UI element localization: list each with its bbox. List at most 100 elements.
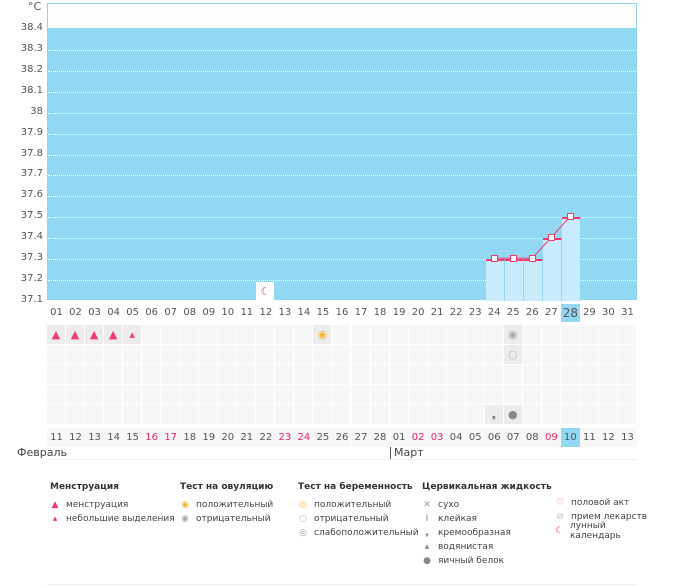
calendar-date[interactable]: 25 <box>313 428 333 447</box>
calendar-cell[interactable] <box>408 365 427 384</box>
calendar-cell[interactable] <box>142 385 161 404</box>
calendar-cell[interactable] <box>47 365 65 384</box>
calendar-cell[interactable] <box>541 345 560 364</box>
calendar-cell[interactable] <box>123 385 142 404</box>
calendar-cell[interactable] <box>199 365 218 384</box>
calendar-cell[interactable] <box>180 385 199 404</box>
calendar-cell[interactable] <box>446 405 465 424</box>
calendar-date[interactable]: 23 <box>275 428 295 447</box>
calendar-cell[interactable] <box>579 405 598 424</box>
calendar-date[interactable]: 18 <box>180 428 200 447</box>
calendar-cell[interactable] <box>484 385 503 404</box>
cycle-day-09[interactable]: 09 <box>202 307 216 318</box>
calendar-cell[interactable] <box>465 325 484 344</box>
calendar-cell[interactable] <box>294 405 313 424</box>
calendar-cell[interactable] <box>522 345 541 364</box>
calendar-date[interactable]: 10 <box>560 428 580 447</box>
calendar-cell[interactable] <box>541 405 560 424</box>
calendar-cell[interactable] <box>161 345 180 364</box>
calendar-cell[interactable] <box>522 365 541 384</box>
cycle-day-02[interactable]: 02 <box>69 307 82 318</box>
calendar-date[interactable]: 11 <box>579 428 599 447</box>
calendar-cell[interactable] <box>332 365 351 384</box>
calendar-date[interactable]: 17 <box>161 428 181 447</box>
cycle-day-21[interactable]: 21 <box>430 307 444 318</box>
cycle-day-20[interactable]: 20 <box>411 307 425 318</box>
calendar-date[interactable]: 20 <box>218 428 238 447</box>
calendar-cell[interactable] <box>85 365 104 384</box>
calendar-cell[interactable] <box>123 345 142 364</box>
calendar-cell[interactable] <box>446 385 465 404</box>
calendar-cell[interactable] <box>560 385 579 404</box>
calendar-date[interactable]: 07 <box>503 428 523 447</box>
calendar-cell[interactable] <box>484 325 503 344</box>
calendar-cell[interactable] <box>199 325 218 344</box>
calendar-cell[interactable] <box>85 385 104 404</box>
cycle-day-08[interactable]: 08 <box>183 307 197 318</box>
cycle-day-29[interactable]: 29 <box>583 307 596 318</box>
calendar-cell[interactable] <box>332 405 351 424</box>
calendar-cell[interactable] <box>579 345 598 364</box>
calendar-date[interactable]: 02 <box>408 428 428 447</box>
calendar-cell[interactable] <box>484 365 503 384</box>
calendar-cell[interactable] <box>313 365 332 384</box>
calendar-cell[interactable] <box>313 345 332 364</box>
calendar-cell[interactable] <box>218 365 237 384</box>
cycle-day-01[interactable]: 01 <box>50 307 63 318</box>
calendar-cell[interactable] <box>389 365 408 384</box>
calendar-date[interactable]: 11 <box>47 428 66 447</box>
calendar-cell[interactable] <box>617 345 636 364</box>
calendar-date[interactable]: 16 <box>142 428 162 447</box>
calendar-cell[interactable] <box>560 345 579 364</box>
calendar-cell[interactable] <box>427 405 446 424</box>
cycle-day-24[interactable]: 24 <box>487 307 501 318</box>
calendar-cell[interactable] <box>47 405 65 424</box>
calendar-cell[interactable] <box>503 385 522 404</box>
calendar-date[interactable]: 15 <box>123 428 143 447</box>
calendar-cell[interactable] <box>617 325 636 344</box>
calendar-cell[interactable] <box>237 345 256 364</box>
calendar-cell[interactable] <box>351 325 370 344</box>
cycle-day-19[interactable]: 19 <box>392 307 406 318</box>
temperature-point[interactable] <box>567 213 575 221</box>
cycle-day-13[interactable]: 13 <box>278 307 292 318</box>
menstruation-icon[interactable]: ▲ <box>66 325 85 344</box>
cycle-day-22[interactable]: 22 <box>449 307 463 318</box>
temperature-point[interactable] <box>491 255 499 263</box>
calendar-cell[interactable] <box>617 385 636 404</box>
calendar-cell[interactable] <box>199 345 218 364</box>
calendar-cell[interactable] <box>522 385 541 404</box>
calendar-cell[interactable] <box>142 345 161 364</box>
calendar-date[interactable]: 14 <box>104 428 124 447</box>
calendar-cell[interactable] <box>598 385 617 404</box>
calendar-cell[interactable] <box>351 365 370 384</box>
cycle-day-06[interactable]: 06 <box>145 307 159 318</box>
calendar-cell[interactable] <box>351 385 370 404</box>
calendar-date[interactable]: 26 <box>332 428 352 447</box>
calendar-cell[interactable] <box>237 405 256 424</box>
calendar-date[interactable]: 24 <box>294 428 314 447</box>
calendar-date[interactable]: 09 <box>541 428 561 447</box>
cycle-day-25[interactable]: 25 <box>506 307 520 318</box>
calendar-cell[interactable] <box>237 325 256 344</box>
cycle-day-05[interactable]: 05 <box>126 307 139 318</box>
calendar-cell[interactable] <box>484 345 503 364</box>
calendar-cell[interactable] <box>256 325 275 344</box>
calendar-cell[interactable] <box>370 325 389 344</box>
cycle-day-07[interactable]: 07 <box>164 307 178 318</box>
calendar-cell[interactable] <box>427 365 446 384</box>
menstruation-icon[interactable]: ▲ <box>47 325 65 344</box>
calendar-cell[interactable] <box>161 325 180 344</box>
calendar-cell[interactable] <box>446 325 465 344</box>
calendar-cell[interactable] <box>579 365 598 384</box>
calendar-cell[interactable] <box>408 325 427 344</box>
calendar-cell[interactable] <box>275 405 294 424</box>
temperature-point[interactable] <box>548 234 556 242</box>
calendar-cell[interactable] <box>66 405 85 424</box>
calendar-cell[interactable] <box>541 385 560 404</box>
calendar-cell[interactable] <box>85 345 104 364</box>
calendar-cell[interactable] <box>47 345 65 364</box>
calendar-cell[interactable] <box>560 365 579 384</box>
calendar-cell[interactable] <box>579 385 598 404</box>
calendar-date[interactable]: 27 <box>351 428 371 447</box>
